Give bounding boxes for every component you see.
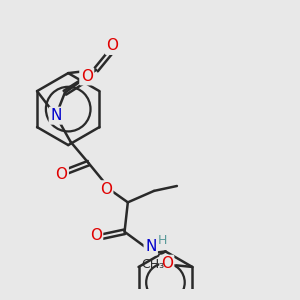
Text: N: N: [50, 108, 61, 123]
Text: H: H: [158, 234, 167, 247]
Text: O: O: [81, 69, 93, 84]
Text: O: O: [90, 228, 102, 243]
Text: O: O: [161, 256, 173, 271]
Text: CH₃: CH₃: [141, 258, 164, 271]
Text: O: O: [106, 38, 119, 53]
Text: O: O: [56, 167, 68, 182]
Text: N: N: [145, 239, 156, 254]
Text: O: O: [100, 182, 112, 197]
